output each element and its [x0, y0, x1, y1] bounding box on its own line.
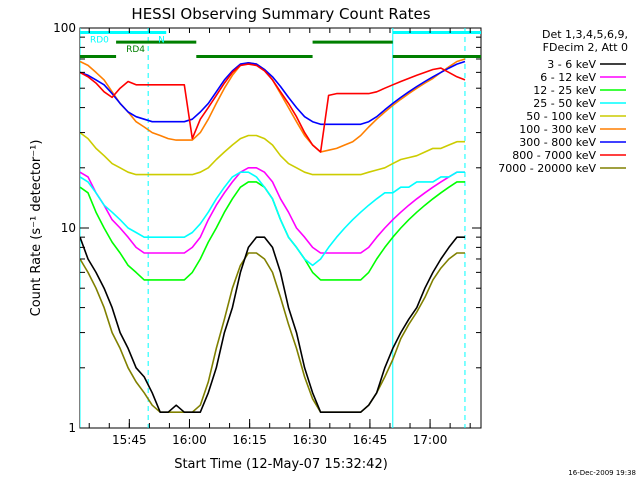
legend-header-line-1: Det 1,3,4,5,6,9,	[542, 28, 628, 41]
series-line-7000-to-20000keV	[80, 252, 465, 414]
series-line-3-to-6keV	[80, 236, 465, 414]
x-tick-label: 16:00	[172, 433, 207, 447]
series-line-12-to-25keV	[80, 181, 465, 281]
series-line-50-to-100keV	[80, 131, 465, 176]
footer-timestamp: 16-Dec-2009 19:38	[568, 469, 636, 477]
legend-entry-label: 3 - 6 keV	[547, 58, 596, 71]
series-line-800-to-7000keV	[80, 63, 466, 153]
status-bar-label: N	[158, 35, 165, 45]
status-bar-label: RD0	[90, 35, 109, 45]
series-line-100-to-300keV	[80, 58, 466, 153]
legend-entry-label: 800 - 7000 keV	[512, 149, 596, 162]
legend: Det 1,3,4,5,6,9, FDecim 2, Att 0 3 - 6 k…	[498, 28, 628, 175]
legend-entry-label: 7000 - 20000 keV	[498, 162, 596, 175]
legend-entry-label: 12 - 25 keV	[533, 84, 596, 97]
plot-area: RD0 N RD4	[80, 28, 481, 428]
y-tick-label: 100	[53, 21, 76, 35]
x-axis-title: Start Time (12-May-07 15:32:42)	[174, 457, 388, 472]
series-line-6-to-12keV	[80, 167, 465, 254]
legend-entry-label: 25 - 50 keV	[533, 97, 596, 110]
x-axis: 15:45 16:00 16:15 16:30 16:45 17:00	[88, 28, 471, 447]
legend-entry-label: 6 - 12 keV	[540, 71, 596, 84]
y-tick-label: 10	[61, 221, 76, 235]
chart-title: HESSI Observing Summary Count Rates	[131, 5, 430, 23]
x-tick-label: 16:30	[292, 433, 327, 447]
y-axis: 1 10 100	[53, 21, 481, 435]
x-tick-label: 15:45	[112, 433, 147, 447]
legend-header-line-2: FDecim 2, Att 0	[543, 41, 628, 54]
legend-entry-label: 100 - 300 keV	[519, 123, 596, 136]
legend-entry-label: 50 - 100 keV	[526, 110, 596, 123]
series-line-300-to-800keV	[80, 60, 466, 126]
series-line-25-to-50keV	[80, 171, 465, 267]
x-tick-label: 16:45	[353, 433, 388, 447]
plot-content	[80, 28, 481, 428]
y-axis-title: Count Rate (s⁻¹ detector⁻¹)	[29, 140, 44, 317]
legend-entry-label: 300 - 800 keV	[519, 136, 596, 149]
plot-frame	[79, 27, 482, 429]
x-tick-label: 16:15	[232, 433, 267, 447]
status-bar-label: RD4	[126, 45, 145, 55]
y-tick-label: 1	[68, 421, 76, 435]
x-tick-label: 17:00	[413, 433, 448, 447]
